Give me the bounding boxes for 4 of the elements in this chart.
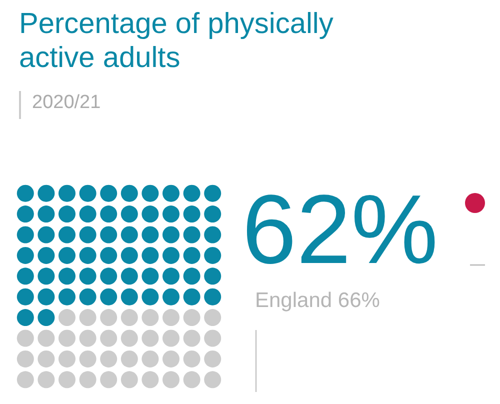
data-label: 62% [242, 174, 438, 284]
text: England 66% [255, 289, 380, 312]
text: 2020/21 [32, 92, 101, 113]
text: Percentage of physically active adults [19, 8, 334, 74]
